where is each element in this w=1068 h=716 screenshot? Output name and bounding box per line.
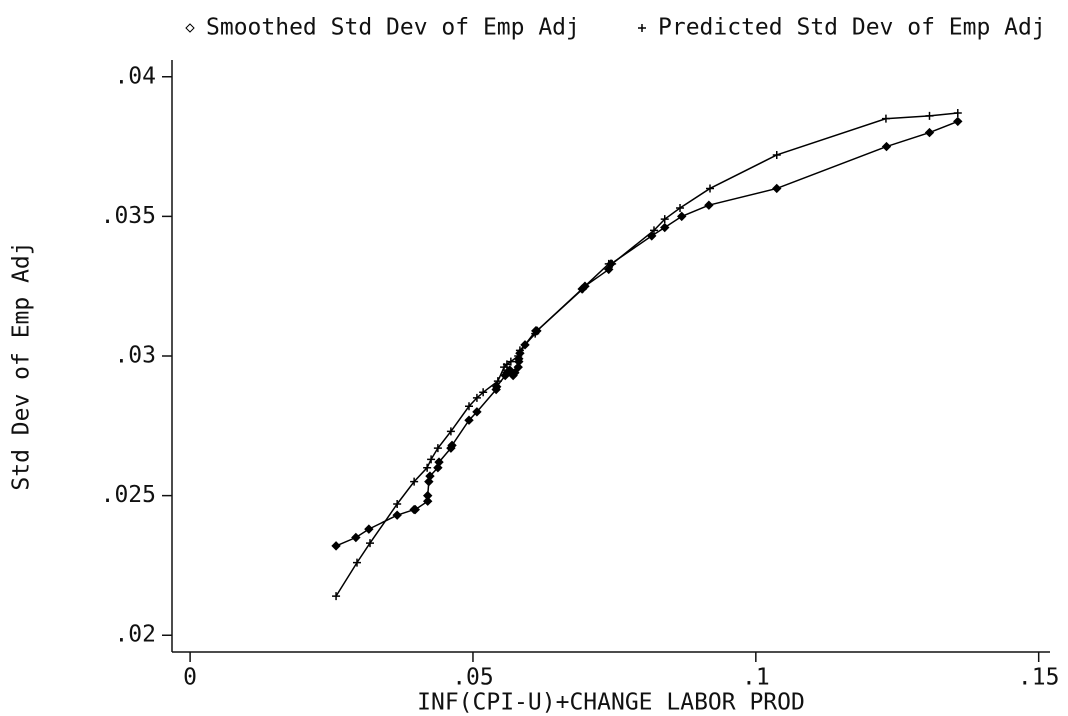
marker [393,500,402,508]
marker [772,183,782,194]
y-tick-label: .04 [114,63,156,89]
marker [677,211,687,222]
marker [410,477,419,486]
marker [427,455,436,464]
marker [532,326,541,335]
x-tick-label: .1 [742,665,770,691]
marker [881,114,890,123]
marker [423,463,432,472]
marker [479,388,488,397]
marker [510,368,520,378]
legend-marker [638,24,646,32]
marker [433,444,442,453]
y-axis-label: Std Dev of Emp Adj [9,241,35,490]
marker [925,111,934,120]
marker [364,524,374,534]
legend-marker [185,23,195,33]
marker [772,150,781,159]
marker [472,393,481,402]
marker [514,352,523,360]
marker [706,184,715,193]
marker [410,504,420,515]
x-tick-label: .05 [452,665,494,691]
y-tick-label: .03 [114,343,156,369]
marker [352,558,361,567]
marker [351,532,361,543]
marker [881,141,892,152]
marker [447,440,457,451]
x-tick-label: 0 [183,665,197,691]
marker [953,109,962,118]
series-line [335,112,958,597]
marker [660,222,670,233]
y-tick-label: .02 [114,622,156,648]
marker [464,415,474,425]
marker [331,541,341,551]
marker [446,427,455,436]
marker [660,215,669,224]
marker [424,476,434,487]
marker [608,259,617,268]
marker [649,226,658,235]
marker [366,539,375,548]
y-tick-label: .035 [101,203,156,229]
marker [513,362,523,372]
marker [332,592,341,601]
marker [392,510,402,520]
marker [493,377,502,386]
marker [704,200,714,210]
marker [506,357,515,366]
marker [465,402,474,411]
marker [515,346,524,355]
marker [580,282,589,291]
marker [422,490,433,501]
marker [492,382,502,392]
marker [425,471,435,481]
marker [676,204,685,212]
x-axis-label: INF(CPI-U)+CHANGE LABOR PROD [417,690,805,716]
legend-label: Smoothed Std Dev of Emp Adj [206,15,580,41]
x-tick-label: .15 [1018,665,1060,691]
marker [422,496,433,506]
marker [924,127,935,138]
legend-label: Predicted Std Dev of Emp Adj [658,15,1046,41]
y-tick-label: .025 [101,482,156,508]
marker [434,457,444,467]
marker [953,116,963,127]
marker [472,407,482,417]
